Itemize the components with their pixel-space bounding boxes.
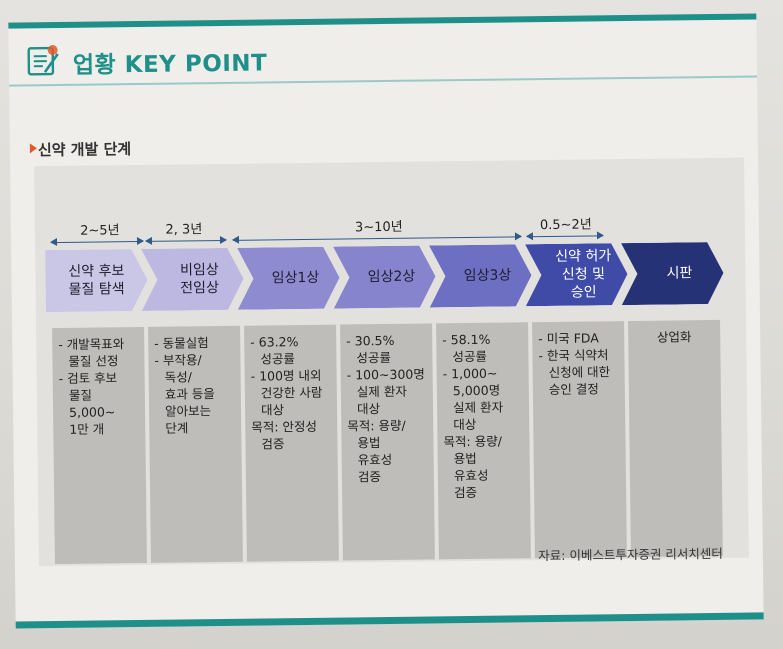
stage-label: 임상2상 — [350, 268, 420, 287]
detail-line: 알아보는 — [164, 403, 212, 419]
detail-line: - 검토 후보 — [58, 370, 118, 387]
stage-detail-column: - 미국 FDA - 한국 식약처 신청에 대한 승인 결정 — [532, 321, 627, 559]
detail-line: 대상 — [260, 402, 285, 418]
detail-line: 성공률 — [452, 348, 488, 365]
section-bullet-icon — [29, 143, 37, 154]
stage-label-line: 비임상 — [179, 262, 219, 279]
detail-line: - 미국 FDA — [538, 330, 599, 347]
stage-detail-column: - 63.2% 성공률 - 100명 내외 건강한 사람 대상 목적: 안정성 검증 — [244, 324, 339, 562]
detail-line: - 1,000~ — [442, 365, 498, 382]
detail-line: 승인 결정 — [548, 381, 599, 398]
detail-line: - 부작용/ — [154, 352, 202, 368]
detail-line: - 한국 식약처 — [538, 347, 609, 364]
detail-line: 성공률 — [260, 351, 296, 367]
detail-line: 단계 — [165, 420, 189, 436]
stage-label-line: 임상2상 — [367, 268, 416, 286]
stage-label: 임상3상 — [446, 266, 516, 285]
stage-label-line: 시판 — [666, 265, 693, 282]
stage-detail-column: - 30.5% 성공률 - 100~300명 실제 환자 대상 목적: 용량/용법 유효성 검… — [340, 323, 435, 561]
stage-label-line: 신약 후보 — [68, 263, 125, 280]
source-note: 자료: 이베스트투자증권 리서치센터 — [538, 545, 723, 564]
detail-line: 검증 — [357, 469, 382, 485]
stage-label: 시판 — [648, 264, 696, 283]
stage-label-line: 신청 및 — [561, 266, 606, 283]
detail-line: 건강한 사람 — [260, 384, 323, 401]
stage-label-line: 전임상 — [180, 280, 219, 297]
detail-line: 물질 선정 — [68, 353, 119, 369]
duration-label: 2~5년 — [80, 223, 120, 239]
detail-line: 용법 — [453, 450, 477, 467]
detail-line: - 100명 내외 — [250, 367, 322, 384]
stage-detail-column: 상업화 — [628, 319, 723, 558]
stage-label-line: 신약 허가 — [555, 248, 612, 265]
stage-label-line: 물질 탐색 — [68, 281, 125, 298]
stage-chevron: 신약 후보 물질 탐색 — [45, 249, 148, 312]
detail-line: 성공률 — [356, 349, 392, 366]
detail-line: 검증 — [261, 436, 285, 452]
stage-detail-column: - 개발목표와 물질 선정 - 검토 후보 물질 5,000~ 1만 개 — [52, 326, 147, 565]
detail-line: 유효성 — [357, 451, 393, 468]
header-title: 업황 KEY POINT — [72, 50, 268, 79]
stage-label: 신약 허가 신청 및 승인 — [537, 247, 616, 302]
detail-line: 대상 — [356, 401, 381, 417]
detail-line: - 개발목표와 — [58, 336, 125, 353]
keypoint-card: 업황 KEY POINT 신약 개발 단계 2~5년 2, 3년 3~10년 0… — [8, 13, 764, 629]
top-accent-bar — [8, 13, 757, 29]
detail-line: 5,000~ — [69, 404, 116, 420]
bottom-accent-bar — [15, 612, 764, 629]
duration-label: 0.5~2년 — [539, 217, 592, 234]
detail-line: 목적: 안정성 — [251, 418, 318, 435]
detail-line: - 30.5% — [346, 332, 395, 349]
detail-line: 목적: 용량/ — [347, 417, 406, 434]
detail-line: 검증 — [454, 484, 478, 501]
stage-label: 비임상 전임상 — [162, 261, 223, 298]
stage-label: 신약 후보 물질 탐색 — [64, 262, 128, 299]
duration-label: 2, 3년 — [165, 222, 203, 238]
detail-line: 목적: 용량/ — [443, 433, 502, 450]
detail-line: - 63.2% — [250, 334, 299, 350]
detail-line: 대상 — [453, 416, 477, 433]
notebook-pencil-icon — [27, 45, 59, 76]
detail-line: - 동물실험 — [154, 335, 209, 351]
detail-line: 1만 개 — [69, 421, 105, 437]
detail-line: 상업화 — [656, 329, 692, 345]
detail-line: - 100~300명 — [346, 366, 425, 383]
detail-line: 유효성 — [453, 467, 489, 484]
detail-line: 독성/ — [164, 369, 192, 385]
detail-line: 물질 — [68, 387, 92, 403]
detail-line: 용법 — [357, 435, 381, 451]
detail-line: 5,000명 — [452, 382, 501, 399]
stage-detail-column: - 동물실험 - 부작용/독성/효과 등을 알아보는 단계 — [148, 325, 243, 563]
section-title: 신약 개발 단계 — [37, 140, 132, 160]
stage-label-line: 임상3상 — [463, 267, 512, 285]
stage-detail-column: - 58.1% 성공률 - 1,000~ 5,000명 실제 환자 대상 목적: 용량/용법… — [436, 322, 531, 560]
stage-label-line: 임상1상 — [271, 269, 320, 287]
detail-line: 신청에 대한 — [548, 364, 611, 381]
detail-line: - 58.1% — [442, 331, 491, 348]
detail-line: 실제 환자 — [356, 383, 407, 400]
detail-line: 실제 환자 — [452, 399, 504, 416]
detail-line: 효과 등을 — [164, 386, 215, 402]
duration-label: 3~10년 — [354, 219, 403, 236]
stage-label: 임상1상 — [254, 269, 324, 288]
stage-label-line: 승인 — [570, 284, 597, 301]
